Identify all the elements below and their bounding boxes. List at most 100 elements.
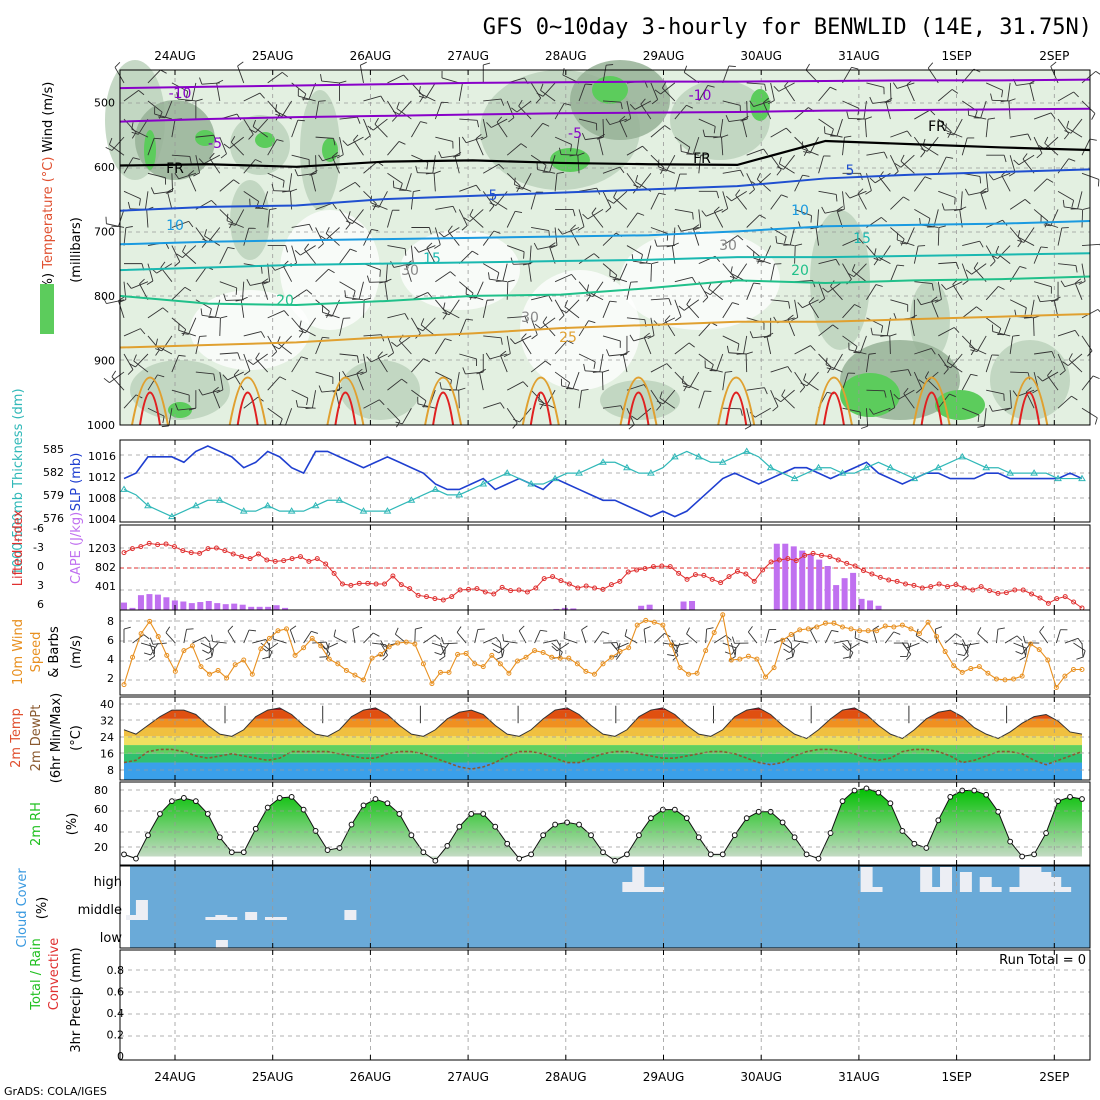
wind-barb	[753, 257, 771, 265]
wind-barb	[1033, 317, 1035, 336]
wind-barb	[363, 334, 382, 337]
wind-barb-flag	[394, 627, 399, 635]
wind-barb-flag	[513, 418, 520, 423]
wind-barb-flag	[989, 404, 993, 412]
li-point	[903, 581, 909, 587]
rh-point	[600, 849, 606, 856]
wind-barb-flag	[962, 280, 969, 285]
wind-barb-flag	[534, 323, 541, 329]
wind-barb-flag	[357, 355, 360, 363]
wind-barb	[291, 389, 309, 399]
wind-barb-flag	[247, 359, 254, 365]
wind-barb-flag	[262, 281, 270, 285]
wind-barb	[506, 172, 521, 187]
li-point	[499, 584, 505, 590]
wind10m-point	[514, 658, 520, 664]
wind-barb	[643, 629, 647, 644]
wind-barb	[339, 116, 358, 120]
li-point	[255, 551, 261, 557]
wind-barb-flag	[883, 151, 888, 159]
wind-barb	[123, 394, 137, 409]
wind-barb	[722, 372, 726, 391]
wind10m-point	[369, 655, 375, 661]
wind-barb-flag	[367, 125, 374, 131]
wind-barb	[762, 245, 772, 263]
slp-tick: 1008	[88, 492, 116, 505]
li-point	[440, 597, 446, 603]
wind-barb-flag	[609, 300, 617, 303]
wind-barb	[842, 407, 861, 413]
wind-barb-flag	[427, 292, 433, 299]
rh-point	[444, 842, 451, 849]
wind-barb-flag	[802, 174, 810, 177]
isotherm-20	[119, 275, 1091, 306]
isotherm--5	[119, 107, 1091, 123]
wind-barb-flag	[725, 195, 732, 202]
wind-barb-flag	[1092, 375, 1100, 380]
li-point	[155, 542, 161, 548]
wind-barb-flag	[735, 189, 741, 196]
wind-barb-flag	[480, 136, 488, 141]
date-label-top: 30AUG	[740, 49, 782, 63]
rh-contour-fill	[600, 380, 680, 420]
profile-ylabel-2: (millibars)	[69, 217, 84, 283]
wind-barb-flag	[364, 135, 371, 141]
li-point	[995, 590, 1001, 596]
wind-barb	[540, 90, 556, 102]
wind-barb	[171, 355, 180, 373]
wind-barb-flag	[500, 350, 507, 356]
wind-barb-flag	[668, 298, 672, 306]
wind-barb-flag	[213, 373, 216, 381]
chart-title: GFS 0~10day 3-hourly for BENWLID (14E, 3…	[483, 15, 1092, 40]
wind-barb-flag	[1001, 90, 1004, 98]
wind-barb	[952, 284, 963, 301]
wind-barb-flag	[233, 369, 240, 376]
wind-barb	[578, 390, 583, 409]
wind-barb	[1081, 263, 1086, 282]
wind10m-point	[899, 622, 905, 628]
wind-barb	[985, 173, 989, 192]
wind-barb-flag	[692, 212, 694, 220]
wind-barb-flag	[508, 117, 515, 123]
wind-barb-flag	[709, 369, 717, 372]
wind-barb-flag	[869, 177, 876, 184]
li-point	[835, 557, 841, 563]
wind-barb	[267, 172, 285, 182]
wind-barb-flag	[920, 151, 926, 158]
wind-barb	[363, 399, 380, 409]
wind-barb	[897, 239, 915, 246]
thickness-point	[694, 452, 703, 460]
li-point	[970, 587, 976, 593]
thickness-point	[215, 496, 224, 503]
wind-barb-flag	[745, 351, 753, 355]
wind-barb	[578, 83, 586, 102]
wind10m-point	[942, 649, 948, 655]
li-point	[213, 545, 219, 551]
wind-barb	[591, 213, 604, 228]
wind-barb	[674, 342, 690, 355]
wind-barb	[530, 123, 544, 138]
wind10m-point	[130, 654, 136, 660]
thickness-point	[647, 469, 655, 476]
wind-barb	[626, 317, 645, 321]
wind-barb-flag	[791, 317, 798, 321]
wind-barb-flag	[854, 631, 857, 639]
wind-ylabel-3: & Barbs	[47, 626, 62, 678]
wind-barb-flag	[220, 153, 227, 159]
thickness-point	[670, 452, 679, 460]
wind-barb-flag	[222, 374, 228, 381]
thickness-point	[958, 452, 967, 460]
wind-barb	[554, 173, 558, 192]
wind-barb-flag	[485, 352, 491, 360]
wind-barb-flag	[946, 156, 954, 159]
wind-barb-flag	[586, 293, 594, 298]
wind-barb	[937, 118, 952, 132]
wind-barb	[1010, 133, 1028, 138]
wind-barb-flag	[174, 403, 179, 411]
wind-barb	[371, 642, 387, 646]
wind-barb	[440, 642, 450, 655]
temp-band	[124, 762, 1082, 780]
wind-barb	[659, 397, 676, 409]
wind-barb	[315, 155, 317, 174]
wind-barb	[853, 263, 867, 277]
